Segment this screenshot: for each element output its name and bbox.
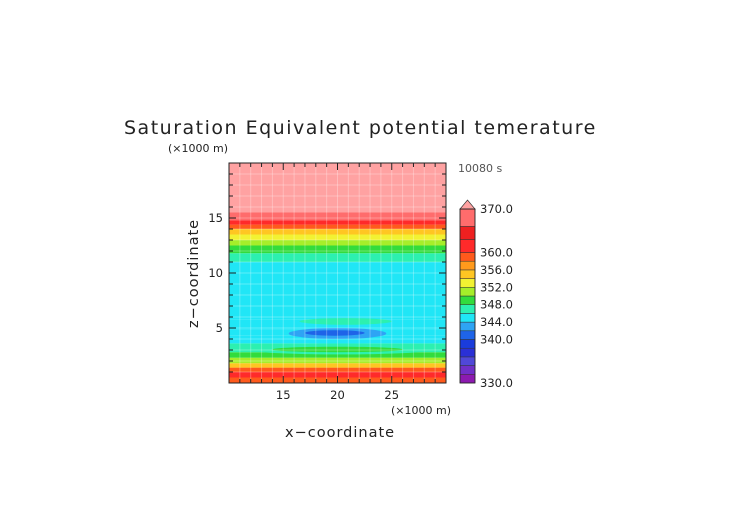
colorbar-tick-label: 356.0 [480, 263, 513, 277]
field-band-4 [229, 357, 446, 364]
field-band-15 [229, 229, 446, 235]
colorbar-swatch-3 [459, 347, 476, 358]
colorbar-tick-label: 340.0 [480, 333, 513, 347]
colorbar-tick-label: 370.0 [480, 202, 513, 216]
colorbar-swatch-6 [459, 321, 476, 332]
field-band-5 [229, 352, 446, 358]
time-label: 10080 s [458, 162, 502, 175]
colorbar-labels: 330.0 340.0 344.0 348.0 352.0 356.0 360.0 370.0 [480, 202, 513, 390]
y-axis-label: z−coordinate [186, 219, 202, 328]
colorbar-swatch-10 [459, 287, 476, 297]
colorbar-tick-label: 352.0 [480, 280, 513, 294]
y-tick-label: 5 [216, 321, 223, 335]
colorbar-tick-label: 330.0 [480, 376, 513, 390]
colorbar-swatch-13 [459, 260, 476, 271]
field-band-17 [229, 220, 446, 225]
y-axis-unit: (×1000 m) [168, 142, 228, 155]
colorbar-frame [459, 208, 476, 384]
colorbar-swatch-15 [459, 239, 476, 253]
y-axis-ticks: 5 10 15 [208, 173, 446, 373]
chart-title: Saturation Equivalent potential temeratu… [124, 117, 597, 139]
x-tick-label: 15 [276, 388, 291, 402]
field-band-1 [229, 372, 446, 378]
field-band-11 [229, 253, 446, 262]
field-band-3 [229, 363, 446, 368]
field-band-18 [229, 212, 446, 221]
field-band-14 [229, 234, 446, 240]
x-axis-ticks: 15 20 25 [239, 163, 436, 402]
x-tick-label: 25 [384, 388, 399, 402]
y-tick-label: 10 [208, 266, 223, 280]
colorbar-swatch-14 [459, 252, 476, 262]
field-feature-0 [299, 318, 392, 325]
field-feature-3 [304, 330, 365, 336]
colorbar-swatch-2 [459, 356, 476, 366]
colorbar-swatch-1 [459, 365, 476, 375]
colorbar-tick-label: 348.0 [480, 298, 513, 312]
colorbar-swatch-9 [459, 295, 476, 305]
colorbar-swatch-11 [459, 278, 476, 288]
x-axis-unit: (×1000 m) [391, 404, 451, 417]
colorbar-swatch-5 [459, 330, 476, 340]
x-axis-label: x−coordinate [285, 425, 395, 441]
colorbar-tick-label: 344.0 [480, 315, 513, 329]
colorbar-swatch-16 [459, 226, 476, 240]
field-band-10 [229, 262, 446, 320]
colorbar-extend-max [459, 199, 476, 210]
colorbar-swatch-12 [459, 269, 476, 279]
colorbar-tick-label: 360.0 [480, 246, 513, 260]
field-feature-5 [272, 346, 403, 353]
colorbar [459, 199, 476, 384]
field-band-12 [229, 245, 446, 254]
field-band-19 [229, 163, 446, 213]
grid-lines [228, 162, 447, 384]
contour-field [229, 163, 446, 383]
field-band-2 [229, 367, 446, 372]
colorbar-swatch-0 [459, 374, 476, 384]
colorbar-swatch-8 [459, 304, 476, 314]
field-band-16 [229, 224, 446, 229]
field-band-13 [229, 240, 446, 246]
colorbar-swatch-4 [459, 339, 476, 349]
colorbar-swatch-17 [459, 208, 476, 227]
x-tick-label: 20 [330, 388, 345, 402]
y-tick-label: 15 [208, 211, 223, 225]
colorbar-swatch-7 [459, 313, 476, 323]
